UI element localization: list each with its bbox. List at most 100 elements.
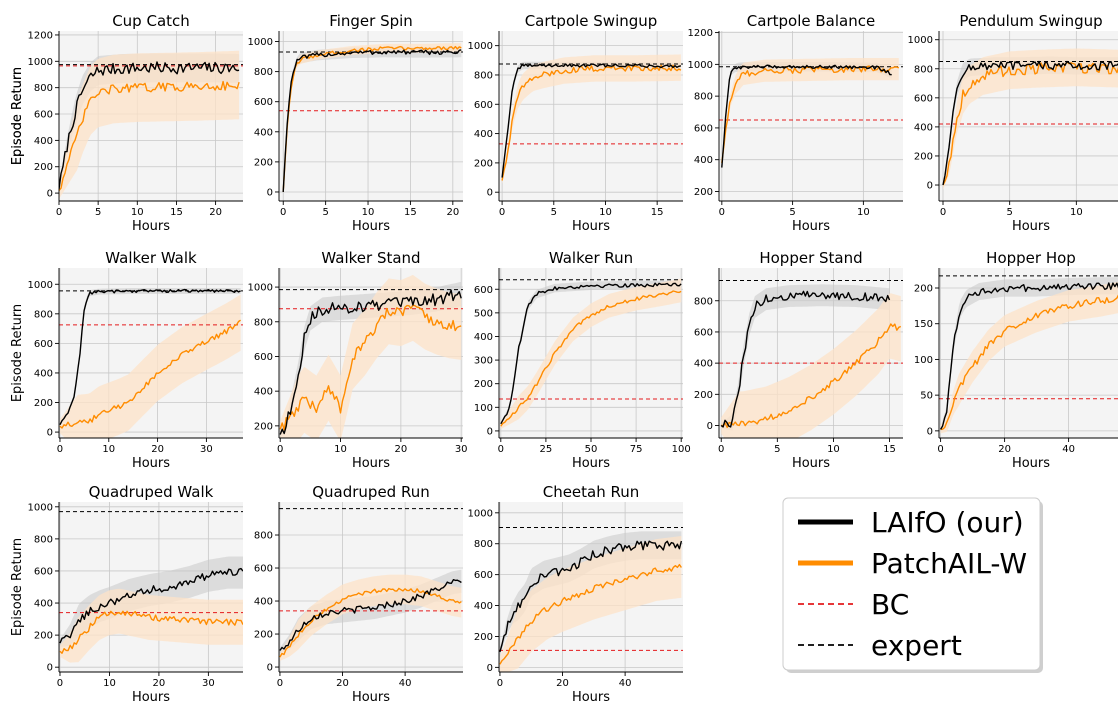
y-tick-label: 0 bbox=[267, 187, 273, 198]
plot-area bbox=[939, 48, 1118, 190]
ours-mean-line bbox=[59, 61, 240, 190]
y-tick-label: 800 bbox=[34, 534, 53, 545]
ours-mean-line bbox=[721, 64, 892, 168]
y-tick-label: 100 bbox=[474, 403, 493, 414]
y-tick-label: 0 bbox=[47, 663, 53, 674]
y-tick-label: 1000 bbox=[248, 283, 273, 294]
y-tick-label: 1000 bbox=[28, 280, 53, 291]
plot-area bbox=[499, 278, 683, 430]
baseline-mean-line bbox=[59, 80, 240, 191]
panel-title: Cheetah Run bbox=[543, 483, 640, 501]
y-tick-label: 200 bbox=[474, 379, 493, 390]
x-tick-label: 10 bbox=[131, 207, 144, 218]
baseline-mean-line bbox=[500, 290, 682, 427]
x-tick-label: 10 bbox=[857, 207, 870, 218]
x-tick-label: 10 bbox=[362, 207, 375, 218]
y-tick-label: 1000 bbox=[28, 502, 53, 513]
legend-label-0: LAIfO (our) bbox=[871, 506, 1024, 539]
baseline-mean-line bbox=[279, 304, 462, 431]
y-tick-label: 500 bbox=[474, 308, 493, 319]
y-tick-label: 0 bbox=[487, 663, 493, 674]
y-tick-label: 800 bbox=[474, 539, 493, 550]
ours-mean-line bbox=[720, 290, 891, 428]
baseline-std-band bbox=[60, 294, 241, 438]
ours-mean-line bbox=[279, 289, 462, 435]
ours-mean-line bbox=[942, 60, 1118, 186]
plot-area bbox=[719, 279, 903, 438]
plot-area bbox=[939, 275, 1118, 434]
plot-area bbox=[499, 54, 683, 184]
panel-title: Pendulum Swingup bbox=[959, 12, 1102, 30]
x-tick-label: 5 bbox=[95, 207, 101, 218]
x-tick-label: 20 bbox=[153, 678, 166, 689]
x-tick-label: 40 bbox=[1062, 444, 1075, 455]
y-tick-label: 600 bbox=[254, 564, 273, 575]
ours-mean-line bbox=[59, 288, 241, 426]
x-tick-label: 30 bbox=[202, 678, 215, 689]
y-tick-label: 600 bbox=[694, 327, 713, 338]
panel-3: 0 5 10 200 400 600 800 1000 1200 Cartpole Balance… bbox=[688, 12, 903, 234]
panel-title: Walker Stand bbox=[321, 249, 420, 267]
panel-title: Walker Walk bbox=[105, 249, 197, 267]
x-axis-label: Hours bbox=[1012, 219, 1050, 234]
y-tick-label: 200 bbox=[694, 390, 713, 401]
x-tick-label: 10 bbox=[599, 207, 612, 218]
x-tick-label: 100 bbox=[672, 444, 691, 455]
y-tick-label: 600 bbox=[254, 97, 273, 108]
y-tick-label: 200 bbox=[914, 151, 933, 162]
baseline-mean-line bbox=[59, 610, 243, 654]
baseline-std-band bbox=[59, 50, 240, 199]
x-tick-label: 15 bbox=[404, 207, 417, 218]
y-tick-label: 1000 bbox=[908, 35, 933, 46]
x-tick-label: 0 bbox=[277, 444, 283, 455]
y-tick-label: 800 bbox=[694, 92, 713, 103]
x-tick-label: 30 bbox=[200, 444, 213, 455]
ours-mean-line bbox=[939, 282, 1118, 430]
plot-area bbox=[279, 43, 463, 194]
x-tick-label: 40 bbox=[619, 678, 632, 689]
x-axis-label: Hours bbox=[792, 219, 830, 234]
x-axis-label: Hours bbox=[352, 219, 390, 234]
y-tick-label: 1000 bbox=[468, 508, 493, 519]
y-tick-label: 400 bbox=[694, 359, 713, 370]
panel-title: Quadruped Run bbox=[312, 483, 430, 501]
x-tick-label: 20 bbox=[151, 444, 164, 455]
panel-title: Finger Spin bbox=[329, 12, 413, 30]
y-tick-label: 1000 bbox=[28, 57, 53, 68]
x-axis-label: Hours bbox=[572, 690, 610, 705]
y-tick-label: 400 bbox=[914, 122, 933, 133]
y-tick-label: 800 bbox=[254, 67, 273, 78]
y-tick-label: 800 bbox=[694, 296, 713, 307]
x-axis-label: Hours bbox=[572, 456, 610, 471]
y-tick-label: 400 bbox=[694, 155, 713, 166]
ours-mean-line bbox=[499, 540, 683, 653]
x-tick-label: 0 bbox=[940, 207, 946, 218]
y-tick-label: 600 bbox=[914, 93, 933, 104]
baseline-std-band bbox=[940, 281, 1118, 434]
x-tick-label: 0 bbox=[498, 444, 504, 455]
x-tick-label: 75 bbox=[630, 444, 643, 455]
baseline-std-band bbox=[943, 48, 1118, 190]
plot-area bbox=[719, 58, 903, 169]
y-tick-label: 0 bbox=[267, 663, 273, 674]
x-tick-label: 5 bbox=[1006, 207, 1012, 218]
ours-mean-line bbox=[282, 49, 462, 193]
y-tick-label: 400 bbox=[34, 599, 53, 610]
baseline-std-band bbox=[721, 293, 901, 438]
panel-4: 0 5 10 0 200 400 600 800 1000 Pendulum Swingup Hou… bbox=[908, 12, 1118, 234]
x-axis-label: Hours bbox=[1012, 456, 1050, 471]
y-tick-label: 600 bbox=[34, 339, 53, 350]
x-tick-label: 0 bbox=[56, 207, 62, 218]
legend-label-2: BC bbox=[871, 588, 909, 621]
baseline-mean-line bbox=[279, 587, 462, 658]
x-axis-label: Hours bbox=[132, 219, 170, 234]
panel-title: Cartpole Balance bbox=[747, 12, 875, 30]
y-tick-label: 600 bbox=[694, 123, 713, 134]
x-tick-label: 20 bbox=[394, 444, 407, 455]
baseline-mean-line bbox=[721, 323, 902, 429]
x-tick-label: 0 bbox=[277, 678, 283, 689]
x-tick-label: 0 bbox=[57, 678, 63, 689]
